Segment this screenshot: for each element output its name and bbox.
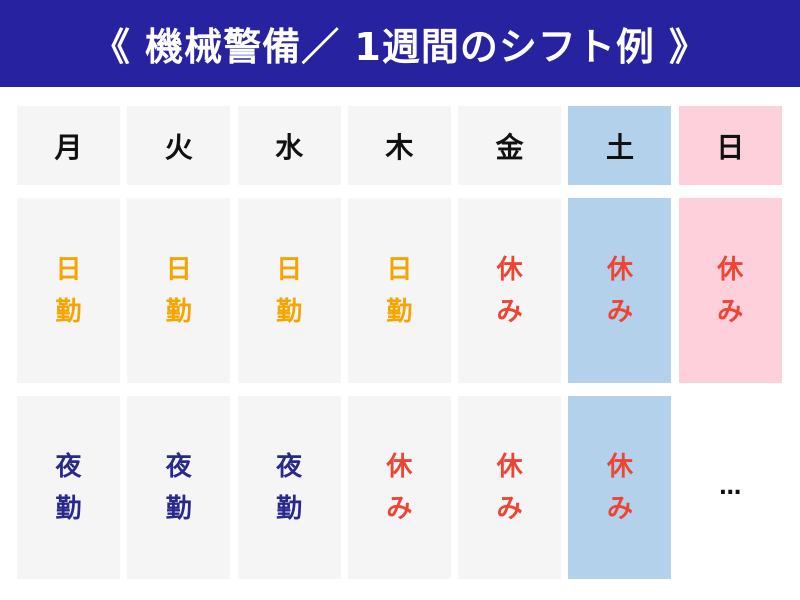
shift-label: 日勤 <box>276 254 303 327</box>
shift-cell: 休み <box>678 198 782 383</box>
ellipsis: … <box>719 475 742 500</box>
shift-label: 夜勤 <box>55 451 82 524</box>
day-label: 木 <box>385 130 414 164</box>
shift-cell: 夜勤 <box>237 396 341 579</box>
shift-label: 日勤 <box>386 254 413 327</box>
shift-label: 夜勤 <box>276 451 303 524</box>
day-header-wed: 水 <box>237 106 341 185</box>
page-title: 《 機械警備／ 1週間のシフト例 》 <box>0 0 800 87</box>
shift-cell: 日勤 <box>17 198 120 383</box>
shift-cell: 夜勤 <box>127 396 231 579</box>
day-header-fri: 金 <box>458 106 562 185</box>
day-label: 金 <box>495 130 524 164</box>
shift-cell: 日勤 <box>237 198 341 383</box>
shift-label: 休み <box>717 254 744 327</box>
day-label: 月 <box>54 130 83 164</box>
day-label: 土 <box>605 130 634 164</box>
shift-cell: 休み <box>458 198 562 383</box>
shift-label: 日勤 <box>165 254 192 327</box>
shift-label: 休み <box>386 451 413 524</box>
shift-cell: 日勤 <box>347 198 451 383</box>
day-header-mon: 月 <box>17 106 120 185</box>
shift-cell: 休み <box>347 396 451 579</box>
day-label: 水 <box>275 130 304 164</box>
shift-label: 日勤 <box>55 254 82 327</box>
day-header-tue: 火 <box>127 106 231 185</box>
shift-cell: 休み <box>568 198 672 383</box>
shift-label: 休み <box>496 451 523 524</box>
shift-label: 休み <box>496 254 523 327</box>
shift-label: 夜勤 <box>165 451 192 524</box>
shift-label: 休み <box>606 254 633 327</box>
shift-cell: 夜勤 <box>17 396 120 579</box>
day-label: 火 <box>164 130 193 164</box>
shift-cell: 休み <box>458 396 562 579</box>
shift-cell: 休み <box>568 396 672 579</box>
shift-label: 休み <box>606 451 633 524</box>
day-header-sun: 日 <box>678 106 782 185</box>
shift-cell: 日勤 <box>127 198 231 383</box>
day-header-sat: 土 <box>568 106 672 185</box>
shift-table: 月 火 水 木 金 土 日 日勤 日勤 日勤 日勤 休み 休み 休み 夜勤 夜勤… <box>17 106 782 579</box>
continuation-cell: … <box>678 396 782 579</box>
day-label: 日 <box>716 130 745 164</box>
day-header-thu: 木 <box>347 106 451 185</box>
